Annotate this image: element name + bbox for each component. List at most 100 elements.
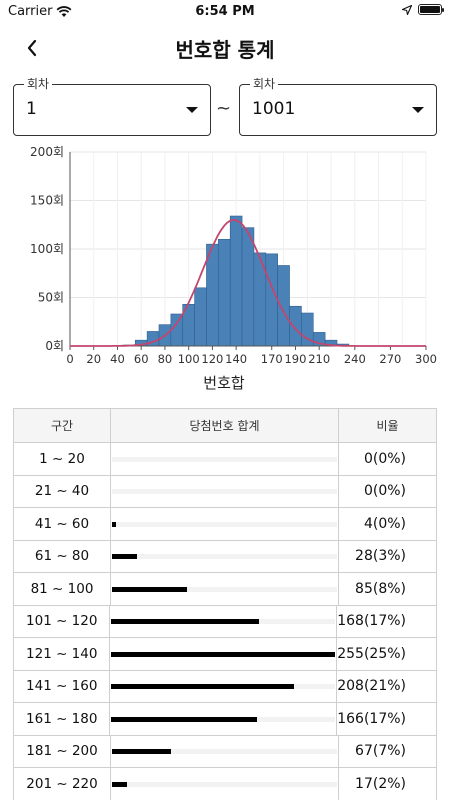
- status-time: 6:54 PM: [195, 4, 255, 19]
- header-range: 구간: [14, 409, 111, 442]
- ratio-cell: 17(2%): [355, 775, 406, 792]
- status-right: [402, 4, 444, 15]
- x-tick-label: 140: [225, 352, 247, 366]
- y-tick-label: 100회: [30, 242, 64, 256]
- y-tick-label: 50회: [38, 291, 64, 305]
- bar-track: [112, 456, 337, 462]
- histogram-bar: [265, 253, 278, 347]
- histogram-bar: [206, 243, 219, 347]
- y-tick-label: 200회: [30, 145, 64, 159]
- histogram-bar: [289, 305, 302, 347]
- x-tick-label: 0: [66, 352, 73, 366]
- table-row: 101 ~ 120 168(17%): [14, 605, 436, 638]
- ratio-cell: 168(17%): [337, 613, 406, 630]
- to-round-label: 회차: [250, 76, 279, 92]
- sum-bar: [111, 716, 258, 722]
- x-tick-label: 190: [284, 352, 306, 366]
- back-button[interactable]: [18, 34, 46, 62]
- table-row: 161 ~ 180 166(17%): [14, 703, 436, 736]
- histogram-bar: [241, 227, 255, 347]
- sum-range-table: 구간 당첨번호 합계 비율 1 ~ 20 0(0%) 21 ~ 40 0(0%) 41 …: [13, 408, 437, 800]
- table-row: 121 ~ 140 255(25%): [14, 638, 436, 671]
- sum-bar-cell: [111, 443, 339, 475]
- bar-track: [112, 489, 337, 495]
- bar-track: [112, 554, 337, 560]
- table-row: 1 ~ 20 0(0%): [14, 443, 436, 476]
- ratio-cell: 4(0%): [363, 515, 406, 532]
- to-round-select[interactable]: 회차 1001: [239, 76, 437, 136]
- sum-bar-cell: [111, 475, 339, 507]
- normal-curve-line: [70, 218, 426, 347]
- range-cell: 21 ~ 40: [14, 475, 111, 507]
- y-tick-label: 0회: [45, 339, 64, 353]
- wifi-icon: [57, 5, 72, 17]
- bar-track: [112, 781, 337, 787]
- caret-down-icon: [412, 107, 424, 113]
- x-tick-label: 40: [110, 352, 125, 366]
- y-tick-label: 150회: [30, 194, 64, 208]
- sum-bar-cell: [111, 540, 339, 572]
- from-round-value: 1: [26, 99, 37, 119]
- histogram-bar: [218, 239, 231, 347]
- range-separator: ~: [216, 98, 232, 119]
- sum-bar-cell: [111, 573, 339, 605]
- to-round-value: 1001: [252, 99, 296, 119]
- range-cell: 41 ~ 60: [14, 508, 111, 540]
- x-tick-label: 60: [134, 352, 149, 366]
- ratio-cell: 0(0%): [363, 483, 406, 500]
- ratio-cell: 0(0%): [363, 450, 406, 467]
- header-ratio: 비율: [376, 419, 399, 433]
- range-cell: 201 ~ 220: [14, 768, 111, 800]
- histogram-bar: [194, 287, 207, 347]
- bar-track: [111, 684, 336, 690]
- bar-track: [111, 651, 336, 657]
- x-tick-label: 20: [86, 352, 101, 366]
- sum-bar: [111, 619, 259, 625]
- x-tick-label: 170: [261, 352, 283, 366]
- table-row: 181 ~ 200 67(7%): [14, 735, 436, 768]
- x-tick-label: 210: [308, 352, 330, 366]
- sum-bar: [111, 684, 294, 690]
- sum-bar: [111, 651, 336, 657]
- x-tick-label: 100: [178, 352, 200, 366]
- x-axis-label: 번호합: [203, 374, 245, 392]
- ratio-cell: 255(25%): [337, 645, 406, 662]
- table-row: 201 ~ 220 17(2%): [14, 768, 436, 800]
- x-tick-label: 120: [201, 352, 223, 366]
- x-tick-label: 300: [415, 352, 437, 366]
- ratio-cell: 85(8%): [355, 580, 406, 597]
- sum-bar-cell: [110, 703, 338, 735]
- carrier-label: Carrier: [8, 4, 53, 19]
- location-arrow-icon: [402, 4, 412, 15]
- range-cell: 81 ~ 100: [14, 573, 111, 605]
- sum-bar: [112, 749, 172, 755]
- table-header-row: 구간 당첨번호 합계 비율: [14, 409, 436, 443]
- bar-track: [112, 521, 337, 527]
- from-round-select[interactable]: 회차 1: [13, 76, 211, 136]
- table-row: 81 ~ 100 85(8%): [14, 573, 436, 606]
- sum-bar-cell: [111, 508, 339, 540]
- battery-icon: [418, 4, 444, 15]
- from-round-label: 회차: [24, 76, 53, 92]
- bar-track: [111, 619, 336, 625]
- status-left: Carrier: [8, 4, 72, 19]
- table-row: 61 ~ 80 28(3%): [14, 540, 436, 573]
- ratio-cell: 208(21%): [337, 678, 406, 695]
- header-sum: 당첨번호 합계: [111, 409, 339, 442]
- x-tick-label: 270: [379, 352, 401, 366]
- sum-bar: [112, 521, 116, 527]
- bar-track: [112, 749, 337, 755]
- x-tick-label: 240: [344, 352, 366, 366]
- sum-bar: [112, 554, 137, 560]
- range-cell: 161 ~ 180: [14, 703, 111, 735]
- range-cell: 121 ~ 140: [14, 638, 111, 670]
- sum-bar: [112, 781, 127, 787]
- ratio-cell: 67(7%): [355, 743, 406, 760]
- range-cell: 101 ~ 120: [14, 605, 111, 637]
- sum-bar: [112, 586, 187, 592]
- range-cell: 61 ~ 80: [14, 540, 111, 572]
- histogram-bar: [229, 215, 243, 347]
- ratio-cell: 166(17%): [337, 710, 406, 727]
- chevron-left-icon: [27, 39, 37, 57]
- caret-down-icon: [186, 107, 198, 113]
